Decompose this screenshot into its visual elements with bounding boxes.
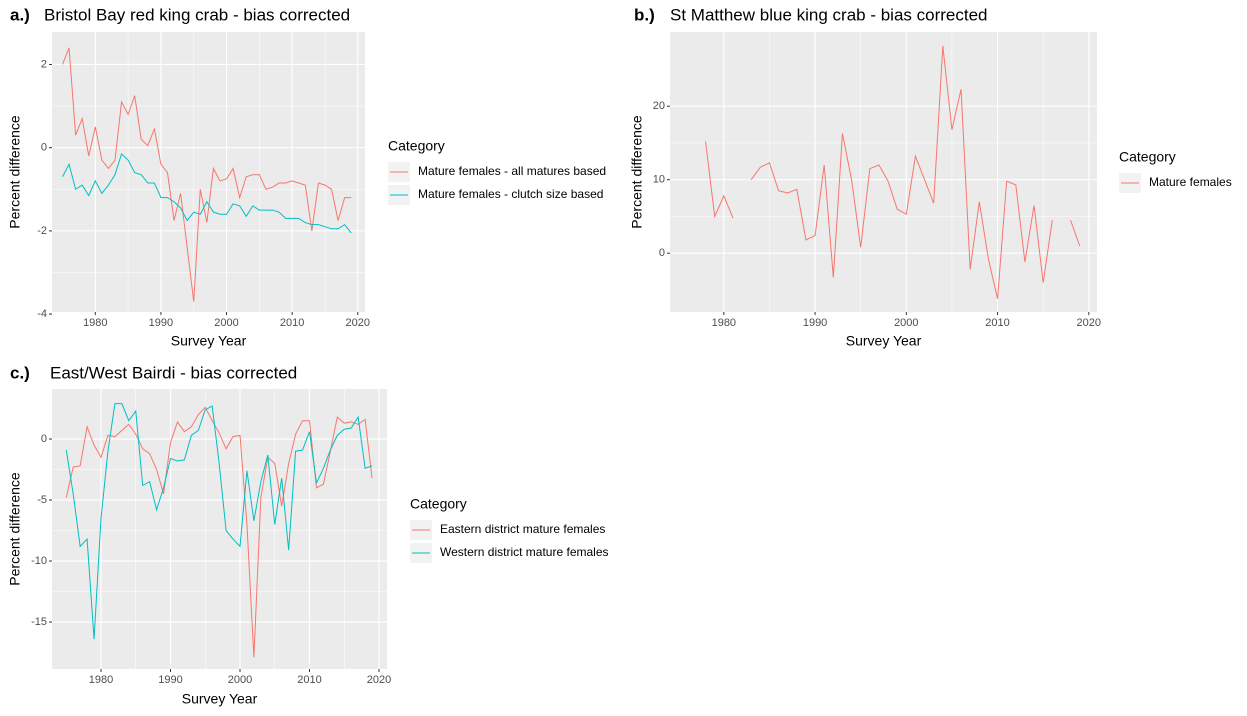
x-tick-label: 2000 (228, 674, 252, 686)
chart-title: Bristol Bay red king crab - bias correct… (44, 5, 350, 24)
x-tick-label: 2020 (346, 317, 370, 329)
chart-panel: c.) East/West Bairdi - bias corrected -15 -… (7, 363, 609, 706)
series-line (62, 47, 352, 302)
plot-background (52, 32, 365, 312)
panel-label: b.) (634, 5, 655, 24)
y-axis-label: Percent difference (629, 115, 645, 229)
y-axis-label: Percent difference (7, 115, 23, 229)
x-tick-label: 2000 (894, 317, 918, 329)
series-line (705, 45, 1081, 299)
y-tick-label: 0 (41, 433, 47, 445)
y-tick-label: -15 (31, 616, 47, 628)
y-tick-label: 0 (659, 247, 665, 259)
y-tick-label: -5 (37, 494, 47, 506)
x-tick-label: 2010 (985, 317, 1009, 329)
x-tick-label: 2010 (280, 317, 304, 329)
x-axis-label: Survey Year (182, 691, 258, 707)
chart-title: St Matthew blue king crab - bias correct… (670, 5, 987, 24)
x-tick-label: 2000 (214, 317, 238, 329)
chart-panel: a.) Bristol Bay red king crab - bias corr… (7, 5, 606, 348)
legend-label: Eastern district mature females (440, 522, 605, 536)
x-tick-label: 2020 (1077, 317, 1101, 329)
y-axis-label: Percent difference (7, 472, 23, 586)
y-tick-label: -10 (31, 555, 47, 567)
legend-label: Mature females - clutch size based (418, 187, 603, 201)
legend-title: Category (410, 496, 467, 512)
y-tick-label: -2 (37, 225, 47, 237)
x-tick-label: 1980 (83, 317, 107, 329)
panel-label: a.) (10, 5, 30, 24)
series-line (62, 152, 352, 234)
x-axis-label: Survey Year (171, 333, 247, 349)
x-tick-label: 1980 (89, 674, 113, 686)
x-tick-label: 1990 (149, 317, 173, 329)
x-axis-label: Survey Year (846, 333, 922, 349)
plot-background (670, 32, 1097, 312)
series-line (65, 403, 373, 640)
plot-background (52, 389, 387, 669)
y-tick-label: 10 (653, 174, 665, 186)
x-tick-label: 1990 (158, 674, 182, 686)
y-tick-label: -4 (37, 308, 47, 320)
x-tick-label: 1980 (712, 317, 736, 329)
x-tick-label: 1990 (803, 317, 827, 329)
chart-panel: b.) St Matthew blue king crab - bias corr… (629, 5, 1232, 348)
x-tick-label: 2010 (297, 674, 321, 686)
legend-label: Western district mature females (440, 545, 609, 559)
series-line (65, 406, 373, 658)
y-tick-label: 20 (653, 100, 665, 112)
legend-label: Mature females - all matures based (418, 164, 606, 178)
panel-label: c.) (10, 363, 30, 382)
legend-title: Category (1119, 149, 1176, 165)
y-tick-label: 0 (41, 142, 47, 154)
legend-title: Category (388, 138, 445, 154)
legend-label: Mature females (1149, 175, 1232, 189)
x-tick-label: 2020 (367, 674, 391, 686)
chart-title: East/West Bairdi - bias corrected (50, 363, 297, 382)
y-tick-label: 2 (41, 58, 47, 70)
